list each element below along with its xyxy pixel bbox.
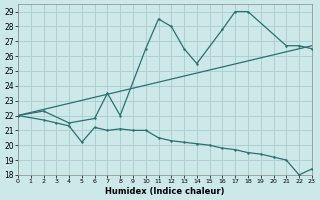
X-axis label: Humidex (Indice chaleur): Humidex (Indice chaleur) [105, 187, 225, 196]
